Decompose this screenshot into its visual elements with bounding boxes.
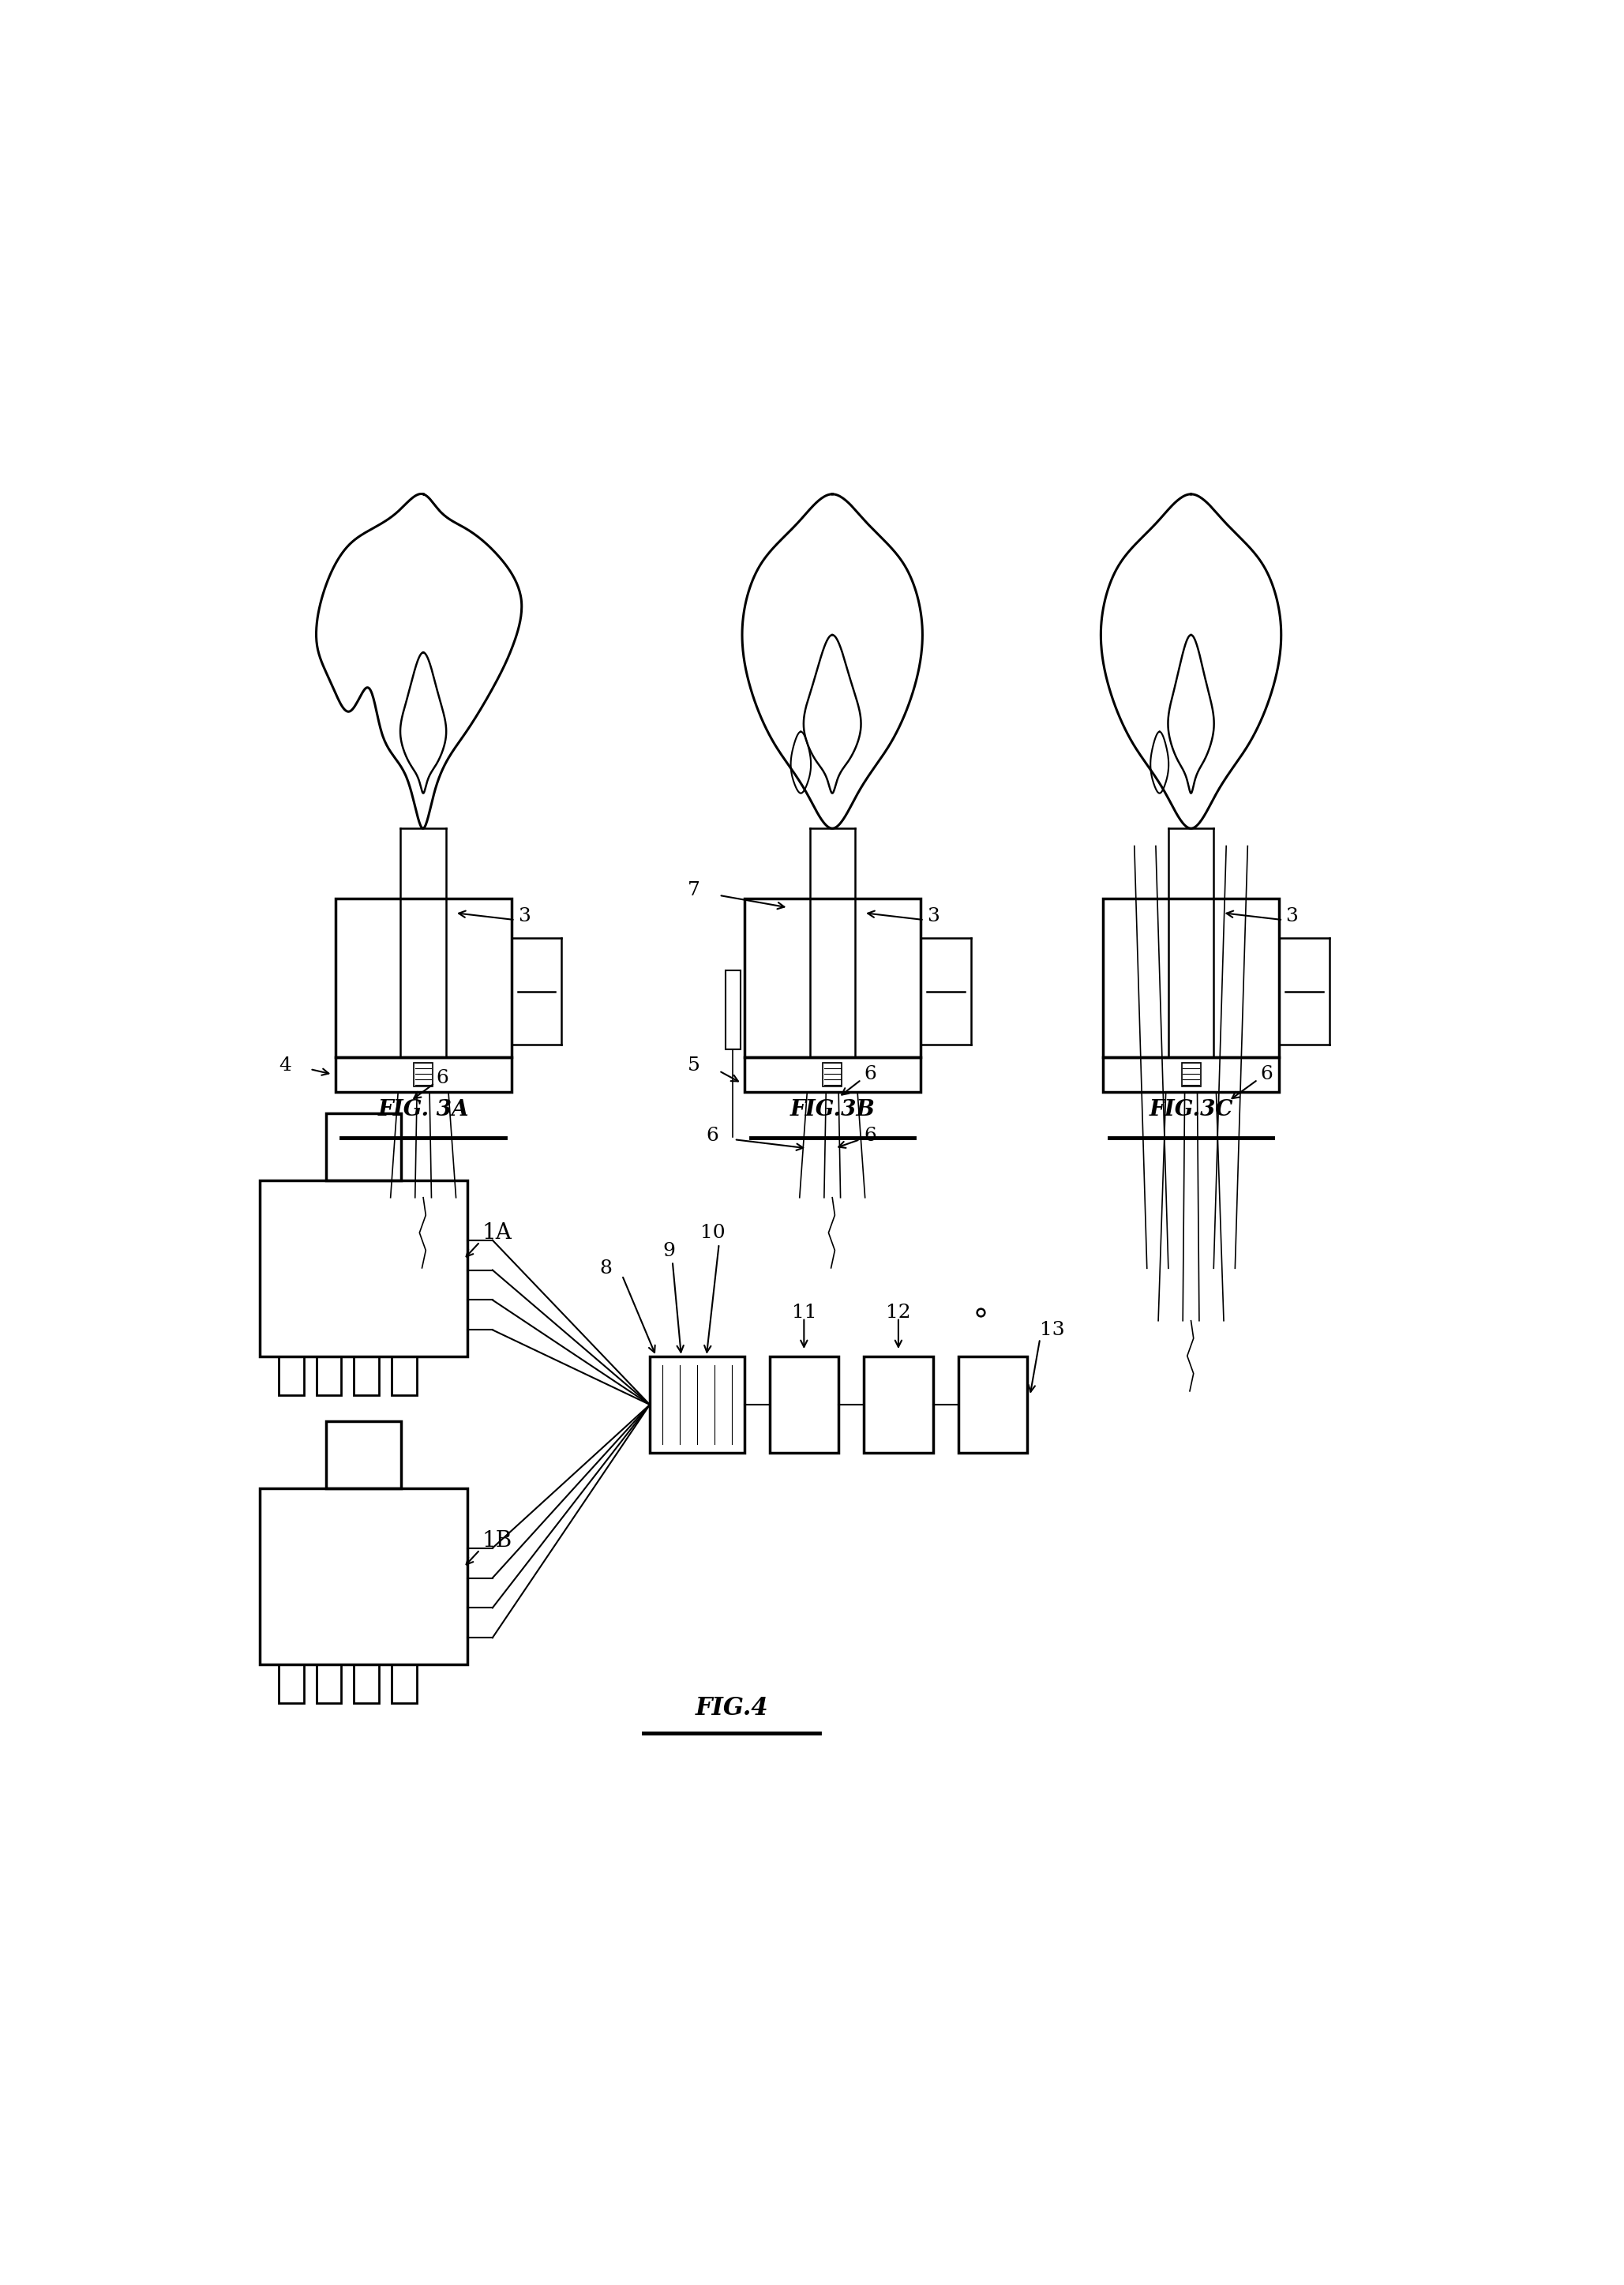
Text: 3: 3 (518, 907, 529, 925)
Text: FIG. 3A: FIG. 3A (378, 1099, 469, 1120)
Bar (864, 1357, 932, 1453)
Text: 6: 6 (864, 1127, 877, 1145)
Text: 3: 3 (927, 907, 939, 925)
Bar (744, 1058, 921, 1092)
Bar (260, 1181, 468, 1357)
Bar (391, 1357, 417, 1394)
Bar (1103, 898, 1280, 1058)
Bar (650, 1357, 744, 1453)
Bar (1103, 1058, 1280, 1092)
Text: 11: 11 (791, 1302, 817, 1321)
Bar (726, 971, 741, 1049)
Text: 6: 6 (706, 1127, 719, 1145)
Bar (279, 1663, 304, 1702)
Text: FIG.3C: FIG.3C (1148, 1099, 1233, 1120)
Text: 12: 12 (887, 1302, 911, 1321)
Bar (744, 898, 921, 1058)
Text: 7: 7 (687, 882, 700, 898)
Text: 3: 3 (1285, 907, 1298, 925)
Bar (958, 1357, 1028, 1453)
Text: 5: 5 (687, 1056, 700, 1074)
Text: FIG.3B: FIG.3B (789, 1099, 875, 1120)
Text: 6: 6 (864, 1065, 877, 1083)
Text: 1B: 1B (482, 1531, 513, 1552)
Bar (770, 1357, 838, 1453)
Bar (260, 1488, 468, 1663)
Text: 4: 4 (279, 1056, 291, 1074)
Text: 9: 9 (663, 1241, 676, 1259)
Text: 8: 8 (599, 1259, 612, 1277)
Text: 10: 10 (700, 1225, 724, 1243)
Bar (317, 1663, 341, 1702)
Bar (354, 1357, 380, 1394)
Bar (317, 1357, 341, 1394)
Bar (326, 1113, 401, 1181)
Bar (391, 1663, 417, 1702)
Text: 6: 6 (435, 1069, 448, 1088)
Bar (279, 1357, 304, 1394)
Bar (326, 1421, 401, 1488)
Bar (823, 1063, 841, 1088)
Bar (354, 1663, 380, 1702)
Text: 1A: 1A (482, 1222, 512, 1243)
Text: FIG.4: FIG.4 (695, 1695, 768, 1721)
Text: 13: 13 (1039, 1321, 1065, 1339)
Bar (1182, 1063, 1200, 1088)
Bar (335, 898, 512, 1058)
Bar (335, 1058, 512, 1092)
Text: 6: 6 (1260, 1065, 1273, 1083)
Bar (414, 1063, 432, 1088)
